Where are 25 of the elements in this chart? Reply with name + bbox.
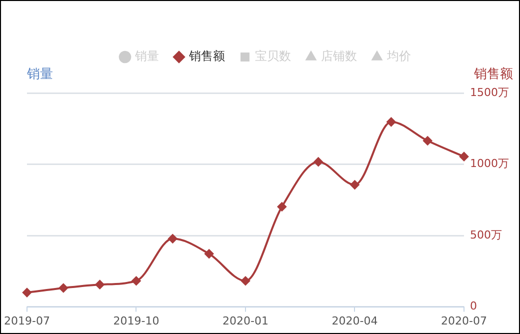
point — [460, 152, 469, 162]
point — [423, 136, 432, 146]
y2-axis-title: 销售额 — [473, 66, 513, 82]
point — [386, 117, 396, 126]
point — [277, 202, 286, 212]
x-tick-label: 2020-01 — [222, 314, 268, 328]
point — [95, 280, 104, 290]
y2-tick-label: 1000万 — [470, 157, 510, 170]
y2-tick-label: 500万 — [470, 228, 502, 242]
legend-label: 销售额 — [188, 49, 225, 64]
point — [314, 157, 323, 166]
y2-tick-label: 0 — [470, 300, 478, 313]
x-tick-label: 2020-07 — [441, 314, 487, 328]
point — [350, 180, 360, 190]
point — [240, 276, 250, 286]
y2-tick-label: 1500万 — [470, 86, 510, 99]
point — [132, 276, 141, 286]
x-tick-label: 2019-10 — [113, 314, 160, 328]
point — [22, 288, 32, 298]
x-tick-label: 2019-07 — [4, 314, 50, 328]
point — [58, 283, 68, 292]
y-axis-title: 销量 — [26, 66, 53, 82]
point — [204, 249, 214, 258]
x-tick-label: 2020-04 — [332, 314, 378, 328]
point — [168, 234, 178, 244]
